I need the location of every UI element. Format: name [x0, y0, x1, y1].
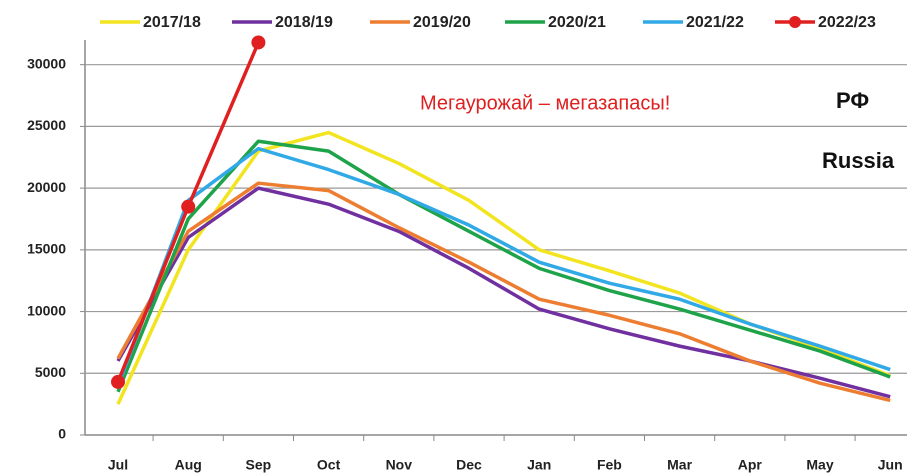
x-tick-label: Feb — [597, 457, 622, 473]
y-tick-label: 0 — [58, 426, 66, 442]
legend-marker — [789, 16, 801, 28]
annotation: Мегаурожай – мегазапасы! — [420, 92, 670, 114]
legend-label: 2022/23 — [818, 14, 876, 31]
y-tick-label: 10000 — [27, 302, 66, 318]
series-line — [116, 146, 891, 387]
legend-label: 2019/20 — [413, 14, 471, 31]
x-tick-label: Oct — [317, 457, 341, 473]
series-line — [116, 139, 891, 393]
series-line — [116, 186, 891, 399]
y-tick-label: 15000 — [27, 241, 66, 257]
x-tick-label: Jun — [878, 457, 903, 473]
series-marker — [111, 374, 125, 389]
series-line — [116, 130, 891, 405]
annotation: Russia — [822, 148, 895, 173]
x-tick-label: Mar — [667, 457, 692, 473]
legend-label: 2017/18 — [143, 14, 201, 31]
x-tick-label: Dec — [456, 457, 482, 473]
x-tick-label: Nov — [386, 457, 413, 473]
legend-label: 2021/22 — [686, 14, 744, 31]
x-tick-label: Apr — [738, 457, 763, 473]
series-line — [116, 181, 891, 403]
series-marker — [181, 199, 196, 214]
x-tick-label: Sep — [246, 457, 272, 473]
legend-label: 2020/21 — [548, 14, 606, 31]
legend-label: 2018/19 — [275, 14, 333, 31]
x-tick-label: Jul — [108, 457, 128, 473]
y-tick-label: 30000 — [27, 55, 66, 71]
x-tick-label: May — [806, 457, 833, 473]
x-tick-label: Jan — [527, 457, 551, 473]
y-tick-label: 5000 — [35, 364, 66, 380]
y-tick-label: 25000 — [27, 117, 66, 133]
y-tick-label: 20000 — [27, 179, 66, 195]
series-marker — [251, 35, 266, 50]
x-tick-label: Aug — [175, 457, 202, 473]
annotation: РФ — [836, 88, 869, 113]
